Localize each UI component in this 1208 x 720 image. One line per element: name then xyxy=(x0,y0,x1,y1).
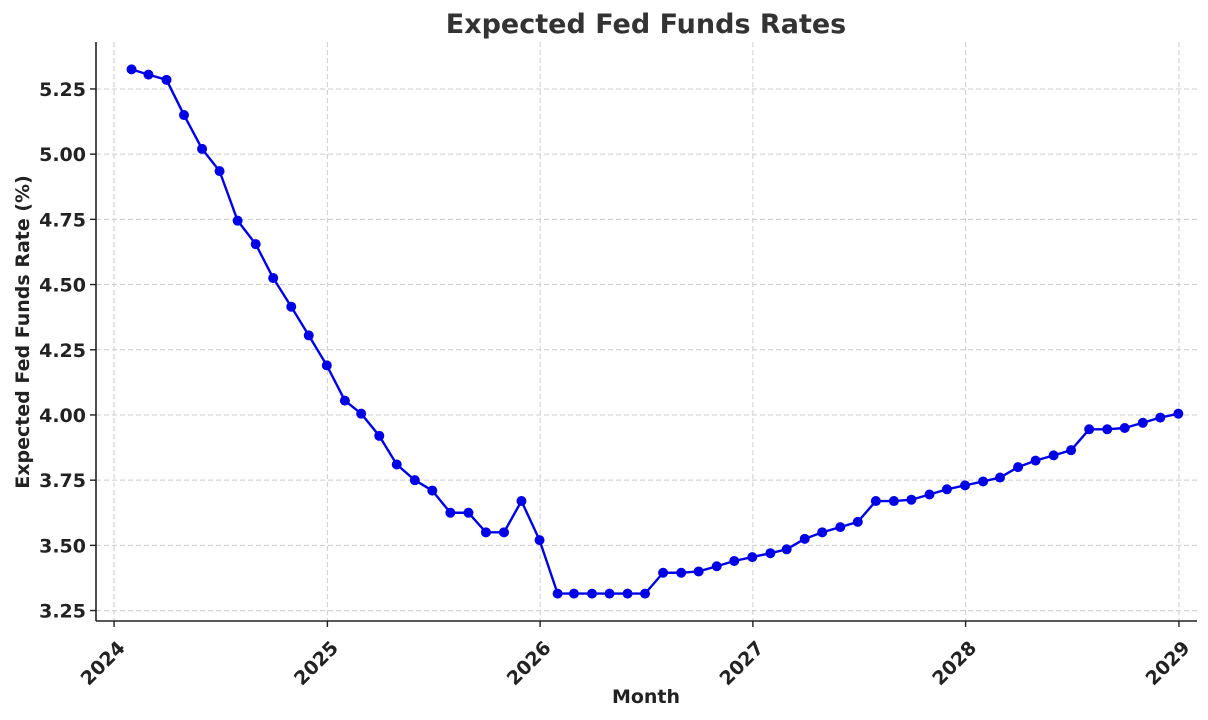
y-tick-label: 5.25 xyxy=(39,79,86,101)
chart-title: Expected Fed Funds Rates xyxy=(446,9,846,40)
data-point xyxy=(960,480,971,491)
data-point xyxy=(374,430,385,441)
data-point xyxy=(995,472,1005,483)
data-point xyxy=(622,588,633,599)
data-point xyxy=(852,516,863,527)
data-point xyxy=(693,566,704,577)
x-tick-label: 2025 xyxy=(290,637,343,690)
data-point xyxy=(1119,423,1130,433)
data-point xyxy=(179,110,190,121)
data-point xyxy=(463,507,474,518)
y-axis-label: Expected Fed Funds Rate (%) xyxy=(12,175,34,489)
data-point xyxy=(250,239,261,250)
data-point xyxy=(143,69,154,80)
data-point xyxy=(214,166,225,177)
y-axis-ticks: 3.25 3.50 3.75 4.00 4.25 4.50 4.75 5.00 5.25 xyxy=(39,79,96,623)
data-point xyxy=(1084,424,1095,435)
data-point xyxy=(765,548,776,559)
data-point xyxy=(197,143,208,154)
data-point xyxy=(161,74,172,85)
data-point xyxy=(391,459,402,470)
data-point xyxy=(924,489,935,500)
y-tick-label: 3.25 xyxy=(39,601,86,623)
series xyxy=(126,64,1184,599)
y-tick-label: 4.00 xyxy=(39,405,86,427)
data-point xyxy=(498,527,509,538)
x-tick-label: 2026 xyxy=(503,637,556,690)
data-point xyxy=(781,544,792,555)
axes xyxy=(95,42,1197,622)
data-point xyxy=(817,527,828,538)
x-axis-label: Month xyxy=(612,686,680,708)
y-tick-label: 4.75 xyxy=(39,209,86,231)
data-point xyxy=(286,301,297,312)
x-tick-label: 2029 xyxy=(1142,637,1195,690)
data-point xyxy=(480,527,491,538)
data-point xyxy=(640,588,651,599)
grid xyxy=(96,42,1197,621)
data-point xyxy=(870,496,881,507)
x-tick-label: 2024 xyxy=(77,637,130,690)
data-point xyxy=(1102,424,1113,435)
data-point xyxy=(534,535,545,546)
y-tick-label: 4.25 xyxy=(39,340,86,362)
data-point xyxy=(729,556,740,567)
data-point xyxy=(409,475,420,486)
data-point xyxy=(835,522,846,533)
data-point xyxy=(747,552,758,563)
data-point xyxy=(888,496,899,507)
data-point xyxy=(268,273,279,284)
y-tick-label: 3.75 xyxy=(39,470,86,492)
y-tick-label: 5.00 xyxy=(39,144,86,166)
data-point xyxy=(1030,455,1041,466)
data-point xyxy=(1066,445,1077,456)
data-point xyxy=(552,588,563,599)
data-point xyxy=(427,485,438,496)
data-point xyxy=(516,496,527,507)
data-point xyxy=(658,567,669,578)
data-point xyxy=(799,533,810,544)
data-point xyxy=(906,494,917,505)
data-point xyxy=(978,476,989,487)
data-point xyxy=(587,588,597,599)
series-line xyxy=(131,68,1179,595)
data-point xyxy=(568,588,579,599)
data-point xyxy=(321,360,332,371)
y-tick-label: 4.50 xyxy=(39,275,86,297)
x-tick-label: 2028 xyxy=(928,637,981,690)
data-point xyxy=(676,567,687,578)
data-point xyxy=(1173,408,1184,419)
data-point xyxy=(711,561,722,572)
data-point xyxy=(604,588,615,599)
data-point xyxy=(303,330,314,341)
data-point xyxy=(339,395,350,406)
data-point xyxy=(445,507,456,518)
data-point xyxy=(1155,412,1166,423)
x-axis-ticks: 2024 2025 2026 2027 2028 2029 xyxy=(77,621,1195,690)
x-tick-label: 2027 xyxy=(715,637,768,690)
y-tick-label: 3.50 xyxy=(39,535,86,557)
data-point xyxy=(232,215,243,226)
data-point xyxy=(1013,462,1024,473)
data-point xyxy=(356,408,367,419)
data-point xyxy=(1137,417,1148,428)
data-point xyxy=(1048,450,1059,461)
data-point xyxy=(941,484,952,495)
data-point xyxy=(126,64,137,75)
